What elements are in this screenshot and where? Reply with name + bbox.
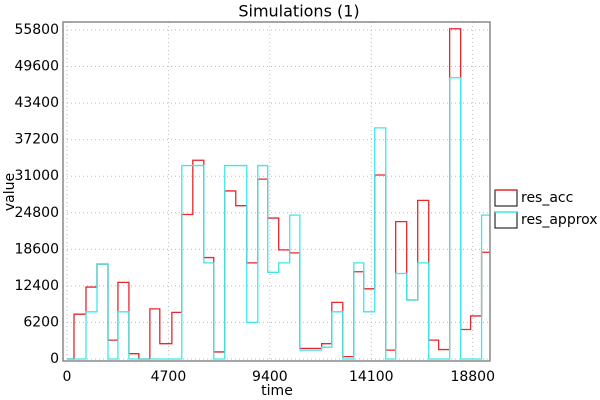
x-tick-label: 0 — [63, 369, 72, 385]
x-tick-label: 9400 — [252, 369, 288, 385]
legend-swatch — [494, 211, 518, 229]
y-tick-label: 0 — [50, 351, 59, 367]
y-tick-label: 55800 — [14, 22, 59, 38]
x-tick-label: 4700 — [151, 369, 187, 385]
y-tick-label: 12400 — [14, 278, 59, 294]
y-tick-label: 43400 — [14, 95, 59, 111]
y-tick-label: 37200 — [14, 132, 59, 148]
y-tick-label: 24800 — [14, 205, 59, 221]
y-tick-label: 18600 — [14, 241, 59, 257]
legend-label: res_acc — [521, 190, 573, 206]
y-tick-label: 49600 — [14, 59, 59, 75]
y-tick-label: 6200 — [23, 314, 59, 330]
y-axis-label: value — [2, 173, 18, 211]
chart-title: Simulations (1) — [238, 2, 359, 21]
legend-label: res_approx — [521, 212, 598, 228]
y-tick-label: 31000 — [14, 168, 59, 184]
legend-swatch — [494, 189, 518, 207]
series-line — [66, 28, 490, 360]
x-tick-label: 18800 — [450, 369, 495, 385]
series-line — [66, 77, 490, 360]
plot-frame — [62, 21, 491, 362]
x-axis-label: time — [261, 383, 293, 399]
x-tick-label: 14100 — [349, 369, 394, 385]
